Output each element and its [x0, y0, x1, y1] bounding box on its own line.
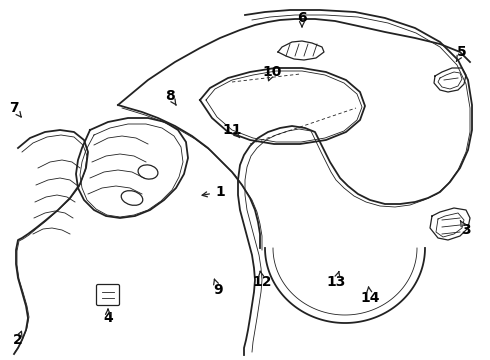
- Ellipse shape: [138, 165, 158, 179]
- FancyBboxPatch shape: [97, 284, 120, 306]
- Text: 4: 4: [103, 311, 113, 325]
- Text: 8: 8: [165, 89, 175, 103]
- Text: 2: 2: [13, 333, 23, 347]
- Ellipse shape: [121, 191, 143, 205]
- Text: 9: 9: [213, 283, 223, 297]
- Text: 3: 3: [461, 223, 471, 237]
- Text: 12: 12: [252, 275, 272, 289]
- Text: 1: 1: [215, 185, 225, 199]
- Text: 10: 10: [262, 65, 282, 79]
- Text: 5: 5: [457, 45, 467, 59]
- Text: 7: 7: [9, 101, 19, 115]
- Text: 11: 11: [222, 123, 242, 137]
- Text: 14: 14: [360, 291, 380, 305]
- Text: 13: 13: [326, 275, 345, 289]
- Text: 6: 6: [297, 11, 307, 25]
